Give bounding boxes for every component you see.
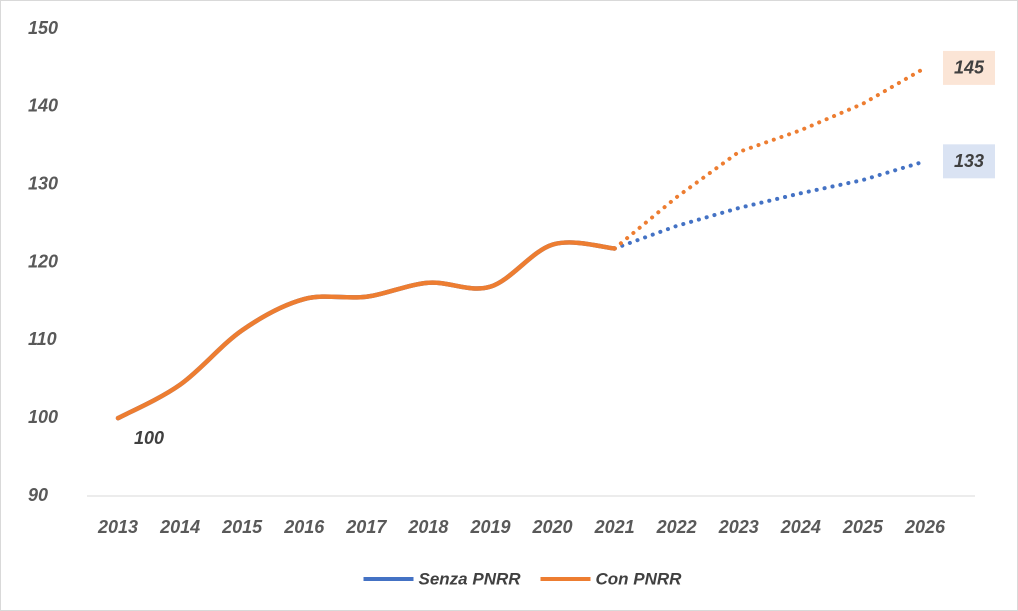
x-tick-label: 2016 — [283, 517, 325, 537]
data-label: 100 — [134, 428, 164, 448]
legend-label: Senza PNRR — [419, 569, 522, 588]
x-tick-label: 2014 — [159, 517, 200, 537]
x-tick-label: 2022 — [656, 517, 697, 537]
line — [115, 240, 617, 421]
y-tick-label: 120 — [28, 251, 58, 271]
x-tick-label: 2025 — [842, 517, 884, 537]
x-tick-label: 2026 — [904, 517, 946, 537]
x-tick-label: 2023 — [718, 517, 759, 537]
x-tick-label: 2021 — [594, 517, 635, 537]
legend-label: Con PNRR — [596, 569, 683, 588]
x-tick-label: 2018 — [407, 517, 448, 537]
x-tick-label: 2017 — [345, 517, 387, 537]
y-tick-label: 110 — [28, 329, 57, 349]
y-tick-label: 90 — [28, 485, 48, 505]
data-label-group: 145 — [943, 50, 995, 85]
y-tick-label: 140 — [28, 96, 58, 116]
x-tick-label: 2020 — [532, 517, 573, 537]
x-tick-label: 2024 — [780, 517, 821, 537]
data-label-box — [943, 50, 995, 85]
y-tick-label: 150 — [28, 18, 58, 38]
y-tick-label: 130 — [28, 173, 58, 193]
forecast-line — [612, 159, 927, 251]
x-tick-label: 2015 — [221, 517, 263, 537]
y-tick-label: 100 — [28, 407, 58, 427]
data-label: 145 — [954, 58, 985, 78]
x-tick-label: 2019 — [469, 517, 510, 537]
data-label-box — [943, 144, 995, 179]
x-tick-label: 2013 — [97, 517, 138, 537]
data-label: 133 — [954, 151, 984, 171]
data-label-group: 133 — [943, 144, 995, 179]
